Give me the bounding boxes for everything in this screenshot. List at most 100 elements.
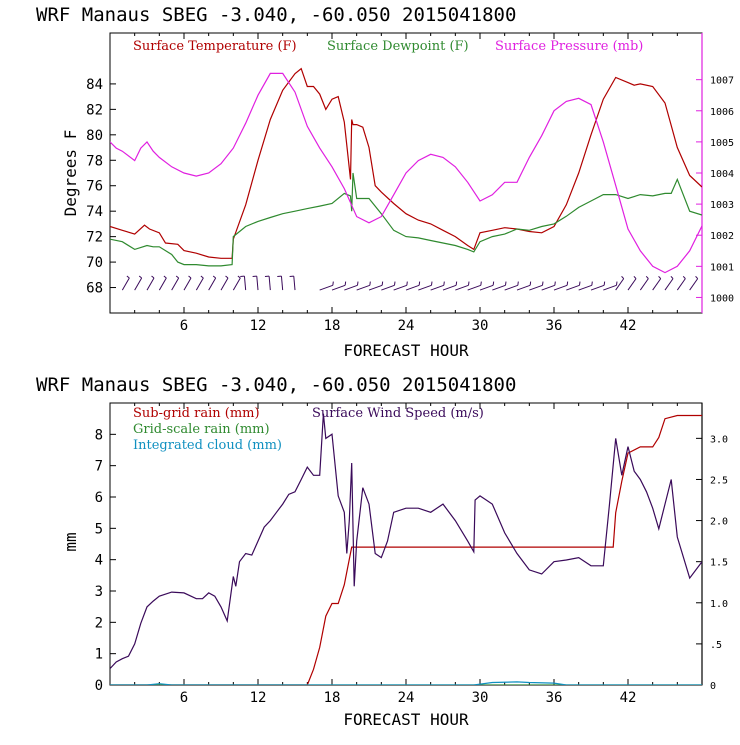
legend-entry: Surface Temperature (F) — [133, 39, 297, 54]
y2-tick-label: 1003 — [710, 200, 734, 211]
x-tick-label: 30 — [472, 318, 489, 334]
y2-tick-label: 1004 — [710, 169, 734, 180]
x-tick-label: 24 — [398, 690, 415, 706]
wind-barb — [628, 279, 636, 290]
x-tick-label: 12 — [250, 318, 267, 334]
x-tick-label: 36 — [546, 690, 563, 706]
wind-barb-feather — [481, 282, 482, 286]
wind-barb — [184, 278, 191, 290]
wind-barb — [221, 278, 228, 290]
y-axis-label: mm — [61, 532, 80, 551]
wind-barb-feather — [201, 276, 203, 278]
wind-barb-feather — [604, 282, 605, 286]
wind-barb-feather — [139, 276, 141, 278]
wind-barb-feather — [505, 282, 506, 286]
wind-barb-feather — [646, 276, 648, 278]
y2-tick-label: 1.5 — [710, 558, 728, 569]
wind-barb — [554, 285, 567, 290]
wind-barb — [320, 285, 333, 290]
x-tick-label: 24 — [398, 318, 415, 334]
wind-barb-feather — [407, 282, 408, 286]
wind-barb — [665, 279, 673, 290]
legend-entry: Surface Wind Speed (m/s) — [312, 406, 484, 421]
wind-barb — [135, 278, 142, 290]
legend-entry: Sub-grid rain (mm) — [133, 406, 260, 421]
x-tick-label: 18 — [324, 318, 341, 334]
wind-barb — [369, 285, 382, 290]
wind-barb-feather — [579, 282, 580, 286]
wind-barb — [591, 285, 604, 290]
wind-barb — [418, 285, 431, 290]
wind-barb-feather — [659, 276, 661, 278]
wind-barb-feather — [176, 276, 178, 278]
wind-barb — [603, 285, 616, 290]
wind-barb-feather — [616, 282, 617, 286]
wind-barb-feather — [592, 282, 593, 286]
wind-barb-feather — [634, 276, 636, 278]
y-tick-label: 84 — [86, 77, 103, 93]
wind-barb — [566, 285, 579, 290]
legend-entry: Surface Dewpoint (F) — [327, 39, 469, 54]
y2-tick-label: .5 — [710, 640, 722, 651]
wind-barb — [209, 278, 216, 290]
y-tick-label: 8 — [95, 427, 103, 443]
y-tick-label: 74 — [86, 204, 103, 220]
wind-barb-feather — [468, 282, 469, 286]
legend-entry: Surface Pressure (mb) — [495, 39, 643, 54]
wind-barb — [159, 278, 166, 290]
y2-tick-label: 0 — [710, 681, 716, 692]
x-tick-label: 36 — [546, 318, 563, 334]
x-tick-label: 12 — [250, 690, 267, 706]
wind-barb — [455, 285, 468, 290]
wind-barb — [122, 278, 129, 290]
series-line-sub-grid-rain-mm — [110, 416, 702, 686]
wind-barb-feather — [683, 276, 685, 278]
chart-header: WRF Manaus SBEG -3.040, -60.050 20150418… — [36, 374, 516, 396]
wind-barb-feather — [213, 276, 215, 278]
y-tick-label: 3 — [95, 584, 103, 600]
wind-barb — [233, 278, 240, 290]
y-tick-label: 4 — [95, 553, 103, 569]
wind-barb — [381, 285, 394, 290]
wind-barb — [294, 276, 295, 290]
y-tick-label: 2 — [95, 615, 103, 631]
y2-tick-label: 1000 — [710, 293, 734, 304]
wind-barb-feather — [345, 282, 346, 286]
wind-barb-feather — [622, 276, 624, 278]
x-tick-label: 42 — [620, 690, 637, 706]
y2-tick-label: 1001 — [710, 262, 734, 273]
y-tick-label: 80 — [86, 128, 103, 144]
wind-barb-feather — [530, 282, 531, 286]
wind-barb — [357, 285, 370, 290]
x-tick-label: 6 — [180, 690, 188, 706]
wind-barb — [517, 285, 530, 290]
wind-barb — [244, 276, 245, 290]
wind-barb-feather — [431, 282, 432, 286]
y2-tick-label: 2.0 — [710, 517, 728, 528]
y2-tick-label: 1006 — [710, 107, 734, 118]
wind-barb-feather — [493, 282, 494, 286]
wind-barb-feather — [357, 282, 358, 286]
y2-tick-label: 1005 — [710, 138, 734, 149]
wind-barb — [332, 285, 345, 290]
wind-barb — [542, 285, 555, 290]
y-axis-label: Degrees F — [61, 130, 80, 217]
wind-barb-feather — [370, 282, 371, 286]
wind-barb — [406, 285, 419, 290]
wind-barb — [492, 285, 505, 290]
y-tick-label: 1 — [95, 647, 103, 663]
wind-barb — [147, 278, 154, 290]
wind-barb — [677, 279, 685, 290]
wind-barb-feather — [555, 282, 556, 286]
y-tick-label: 6 — [95, 490, 103, 506]
y-tick-label: 72 — [86, 230, 103, 246]
wind-barb-feather — [671, 276, 673, 278]
wind-barb — [468, 285, 481, 290]
y-tick-label: 70 — [86, 255, 103, 271]
wind-barb — [281, 276, 282, 290]
x-axis-label: FORECAST HOUR — [343, 341, 469, 360]
wind-barb-feather — [238, 276, 240, 278]
y2-tick-label: 1007 — [710, 76, 734, 87]
wind-barb — [579, 285, 592, 290]
series-line-surface-dewpoint-f — [110, 173, 702, 266]
